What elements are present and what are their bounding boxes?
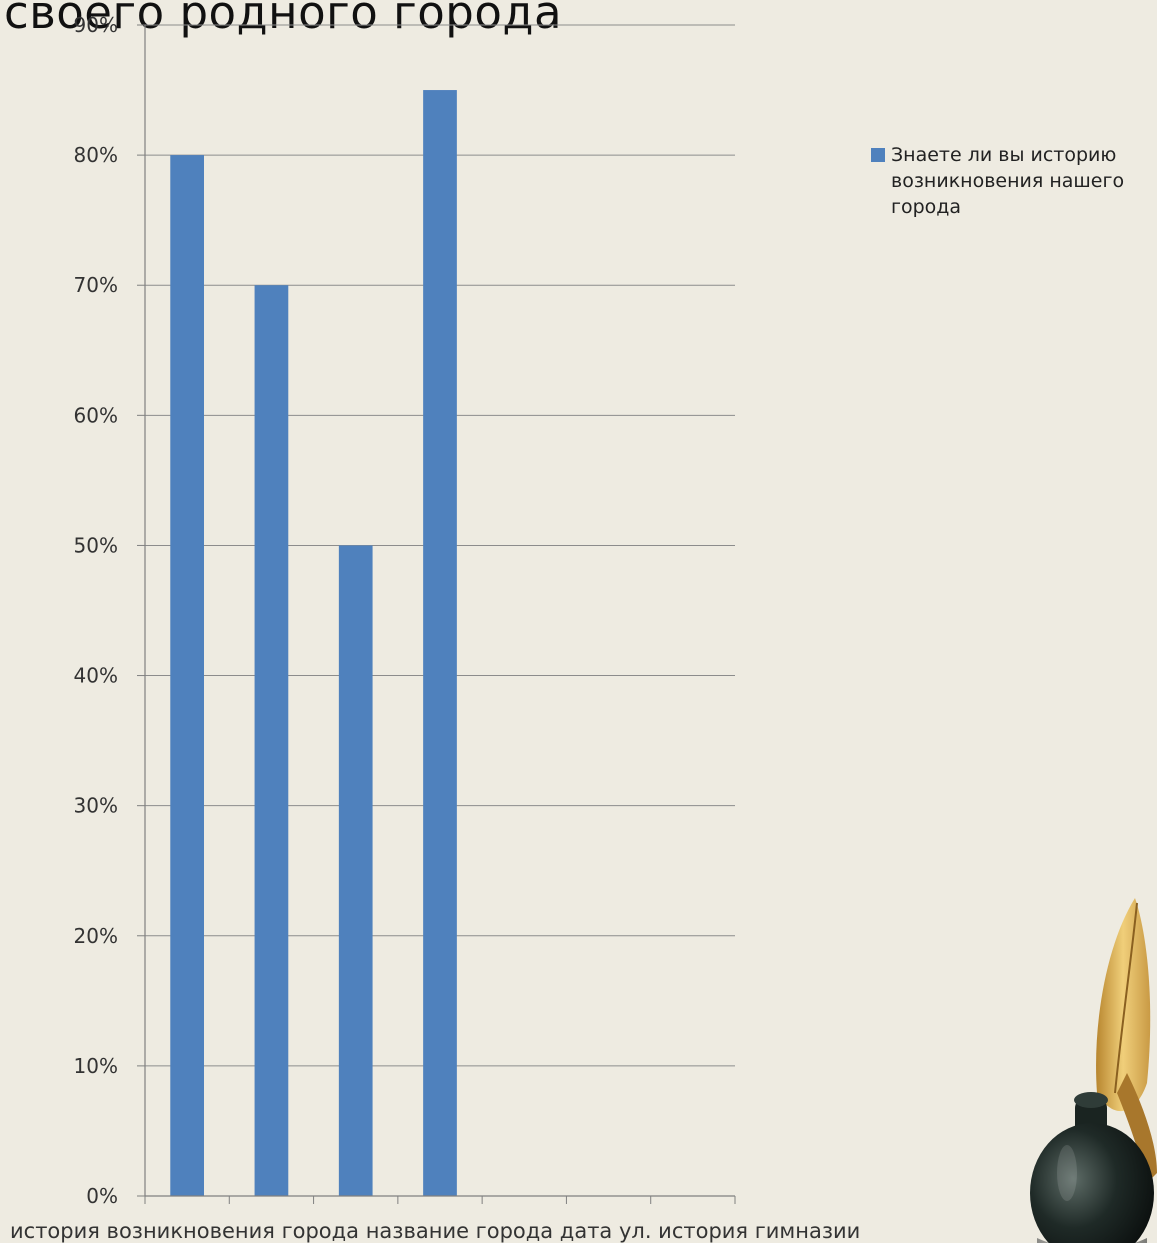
y-tick-labels: 0% 10% 20% 30% 40% 50% 60% 70% 80% 90% [74,13,118,1208]
y-tick-label: 80% [74,143,118,167]
y-tick-label: 0% [86,1184,118,1208]
bar [254,285,289,1196]
legend: Знаете ли вы историю возникновения нашег… [871,142,1157,220]
inkwell-quill-illustration [1030,898,1157,1243]
x-tick-labels-text: история возникновения города название го… [10,1219,860,1243]
bar [170,155,204,1197]
bars [170,90,457,1197]
y-tick-label: 40% [74,664,118,688]
legend-swatch [871,148,885,162]
y-tick-label: 30% [74,794,118,818]
slide-title: своего родного города [4,0,563,39]
ink-bottle [1030,1123,1154,1243]
bar [423,90,457,1197]
x-tick-labels: история возникновения города название го… [10,1219,860,1243]
y-tick-label: 20% [74,924,118,948]
bar [338,545,373,1196]
y-tick-label: 50% [74,533,118,557]
quill-feather [1096,898,1151,1112]
y-tick-label: 90% [74,13,118,37]
quill-feather-lower [1117,1073,1157,1183]
legend-label: Знаете ли вы историю возникновения нашег… [891,144,1125,218]
y-tick-label: 60% [74,403,118,427]
y-tick-label: 70% [74,273,118,297]
y-tick-label: 10% [74,1054,118,1078]
axes [137,24,736,1204]
